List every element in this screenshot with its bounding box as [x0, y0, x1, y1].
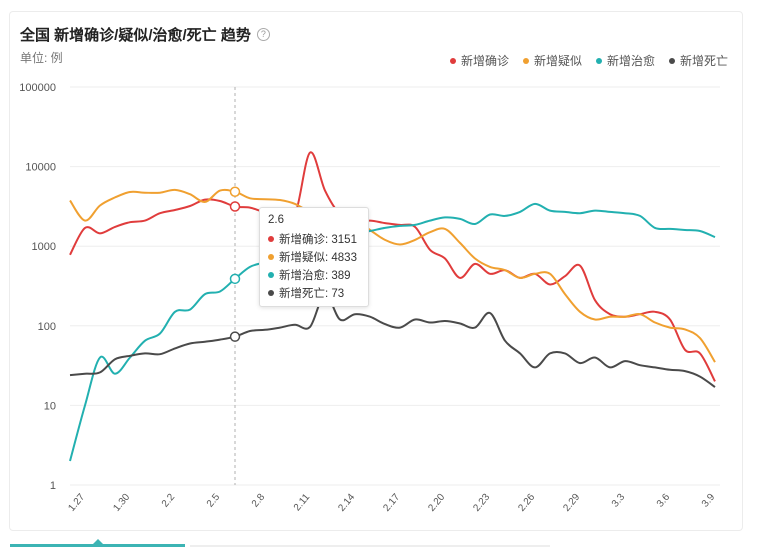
y-tick-label: 1	[50, 480, 56, 492]
unit-label: 单位: 例	[20, 51, 63, 65]
tooltip-dot-icon	[268, 254, 274, 260]
tooltip-dot-icon	[268, 236, 274, 242]
legend-label: 新增疑似	[533, 54, 582, 68]
x-tick-label: 2.2	[160, 492, 178, 510]
legend-item-confirmed[interactable]: 新增确诊	[449, 52, 509, 69]
series-line-0	[69, 151, 716, 382]
chart-title-text: 全国 新增确诊/疑似/治愈/死亡 趋势	[20, 27, 251, 44]
legend-dot-icon	[595, 57, 602, 64]
legend-label: 新增确诊	[460, 54, 509, 68]
tooltip-row: 新增治愈: 389	[268, 266, 360, 284]
x-tick-label: 3.9	[700, 492, 718, 510]
x-tick-label: 2.20	[426, 492, 447, 514]
x-tick-label: 2.17	[381, 492, 402, 514]
y-tick-label: 10000	[25, 162, 56, 174]
y-tick-label: 100	[38, 321, 56, 333]
tooltip-row: 新增疑似: 4833	[268, 248, 360, 266]
x-tick-label: 2.11	[292, 492, 313, 514]
series-point-1	[229, 186, 241, 197]
y-tick-label: 100000	[19, 82, 56, 94]
legend-label: 新增死亡	[679, 54, 728, 68]
series-line-1	[69, 188, 716, 363]
x-tick-label: 3.6	[655, 492, 673, 510]
series-point-3	[229, 331, 241, 342]
tooltip-dot-icon	[268, 272, 274, 278]
tooltip-row-label: 新增确诊: 3151	[279, 234, 357, 246]
question-circle-icon[interactable]: ?	[256, 28, 270, 41]
tooltip-dot-icon	[268, 290, 274, 296]
x-tick-label: 2.23	[471, 492, 492, 514]
legend-item-dead[interactable]: 新增死亡	[668, 52, 728, 69]
x-tick-label: 2.26	[516, 492, 537, 514]
chart-card	[9, 11, 743, 531]
x-tick-label: 2.5	[205, 492, 223, 510]
tooltip-row-label: 新增疑似: 4833	[279, 252, 357, 264]
series-point-0	[229, 201, 241, 212]
legend: 新增确诊 新增疑似 新增治愈 新增死亡	[449, 52, 728, 69]
series-line-2	[69, 202, 716, 462]
legend-dot-icon	[668, 57, 675, 64]
x-tick-label: 2.8	[250, 492, 268, 510]
legend-item-cured[interactable]: 新增治愈	[595, 52, 655, 69]
x-tick-label: 2.14	[336, 492, 357, 514]
legend-dot-icon	[449, 57, 456, 64]
x-tick-label: 1.30	[111, 492, 132, 514]
x-tick-label: 3.3	[610, 492, 628, 510]
x-tick-label: 1.27	[66, 492, 87, 514]
tooltip-row-label: 新增死亡: 73	[279, 288, 345, 300]
tooltip-date: 2.6	[268, 214, 284, 226]
caret-up-icon	[93, 539, 103, 544]
x-tick-label: 2.29	[561, 492, 582, 514]
active-tab-indicator[interactable]	[10, 544, 185, 547]
legend-label: 新增治愈	[606, 54, 655, 68]
series-point-2	[229, 273, 241, 285]
tab-divider	[190, 545, 550, 547]
chart-title: 全国 新增确诊/疑似/治愈/死亡 趋势 ?	[20, 24, 270, 45]
tooltip-row-label: 新增治愈: 389	[279, 270, 351, 282]
series-line-3	[69, 293, 716, 388]
tooltip-row: 新增死亡: 73	[268, 284, 360, 302]
y-tick-label: 1000	[32, 241, 56, 253]
tooltip-row: 新增确诊: 3151	[268, 230, 360, 248]
chart-tooltip: 2.6 新增确诊: 3151 新增疑似: 4833 新增治愈: 389 新增死亡…	[259, 207, 369, 307]
legend-dot-icon	[522, 57, 529, 64]
legend-item-suspected[interactable]: 新增疑似	[522, 52, 582, 69]
y-tick-label: 10	[44, 400, 56, 412]
